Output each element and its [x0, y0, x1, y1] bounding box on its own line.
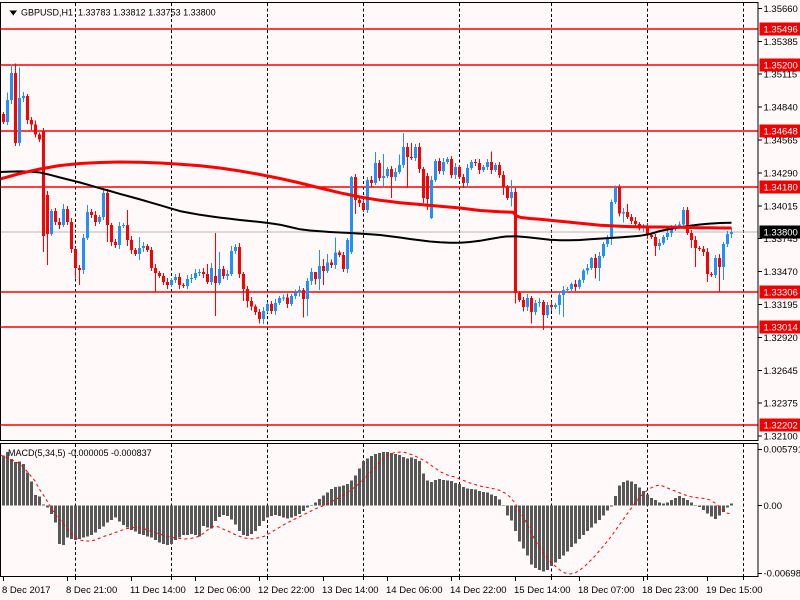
svg-text:1.33783 1.33812 1.33753 1.3380: 1.33783 1.33812 1.33753 1.33800 [78, 8, 216, 18]
svg-text:1.35200: 1.35200 [764, 60, 798, 71]
svg-text:1.35385: 1.35385 [764, 37, 798, 48]
svg-text:1.33800: 1.33800 [764, 227, 798, 238]
svg-text:1.34648: 1.34648 [764, 126, 798, 137]
svg-text:MACD(5,34,5) -0.000005 -0.0008: MACD(5,34,5) -0.000005 -0.000837 [8, 448, 152, 458]
svg-text:18 Dec 07:00: 18 Dec 07:00 [578, 585, 635, 596]
svg-text:0.00: 0.00 [764, 501, 783, 512]
svg-text:12 Dec 06:00: 12 Dec 06:00 [194, 585, 251, 596]
svg-text:1.34290: 1.34290 [764, 169, 798, 180]
svg-text:1.32920: 1.32920 [764, 333, 798, 344]
svg-text:1.32100: 1.32100 [764, 432, 798, 443]
svg-text:1.35660: 1.35660 [764, 4, 798, 15]
svg-text:14 Dec 06:00: 14 Dec 06:00 [386, 585, 443, 596]
svg-text:1.34180: 1.34180 [764, 182, 798, 193]
svg-text:1.33014: 1.33014 [764, 322, 798, 333]
svg-text:1.35115: 1.35115 [764, 70, 798, 81]
svg-text:1.32375: 1.32375 [764, 398, 798, 409]
svg-text:18 Dec 23:00: 18 Dec 23:00 [642, 585, 699, 596]
svg-text:1.33306: 1.33306 [764, 287, 798, 298]
svg-text:8 Dec 21:00: 8 Dec 21:00 [66, 585, 117, 596]
svg-text:GBPUSD,H1: GBPUSD,H1 [21, 8, 73, 18]
svg-text:1.33195: 1.33195 [764, 300, 798, 311]
svg-text:1.32202: 1.32202 [764, 420, 798, 431]
svg-text:0.0057910: 0.0057910 [764, 445, 800, 456]
svg-text:12 Dec 22:00: 12 Dec 22:00 [258, 585, 315, 596]
svg-text:1.32645: 1.32645 [764, 366, 798, 377]
svg-text:1.33470: 1.33470 [764, 267, 798, 278]
svg-text:14 Dec 22:00: 14 Dec 22:00 [450, 585, 507, 596]
svg-text:8 Dec 2017: 8 Dec 2017 [2, 585, 51, 596]
svg-text:15 Dec 14:00: 15 Dec 14:00 [514, 585, 571, 596]
svg-text:-0.0069860: -0.0069860 [764, 569, 800, 580]
svg-text:1.34565: 1.34565 [764, 136, 798, 147]
svg-text:1.35496: 1.35496 [764, 24, 798, 35]
svg-text:11 Dec 14:00: 11 Dec 14:00 [130, 585, 186, 596]
svg-text:1.33745: 1.33745 [764, 234, 798, 245]
svg-text:19 Dec 15:00: 19 Dec 15:00 [706, 585, 763, 596]
svg-text:1.34840: 1.34840 [764, 103, 798, 114]
svg-text:1.34015: 1.34015 [764, 202, 798, 213]
svg-text:13 Dec 14:00: 13 Dec 14:00 [322, 585, 379, 596]
